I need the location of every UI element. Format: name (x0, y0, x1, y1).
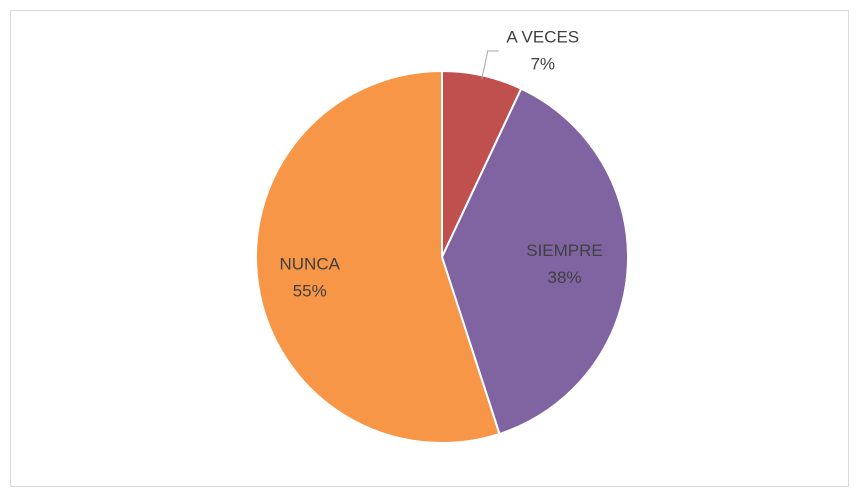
pie-slice (255, 69, 501, 444)
data-label-value: 38% (548, 268, 582, 287)
pie-slice (440, 87, 629, 436)
data-label-value: 55% (293, 281, 327, 300)
data-label-category: NUNCA (280, 254, 341, 273)
data-label-category: A VECES (506, 27, 579, 46)
leader-line (481, 50, 499, 80)
data-label-category: SIEMPRE (526, 241, 603, 260)
data-label-value: 7% (530, 54, 555, 73)
